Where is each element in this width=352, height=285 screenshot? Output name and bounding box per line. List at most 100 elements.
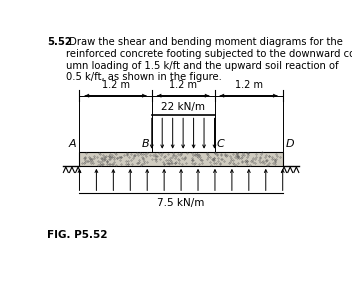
Point (113, 162, 119, 167)
Point (118, 162, 124, 166)
Point (101, 155, 107, 160)
Point (100, 156, 105, 160)
Point (125, 159, 131, 163)
Point (97, 160, 102, 164)
Point (263, 154, 268, 159)
Point (266, 161, 271, 166)
Point (97, 152, 102, 156)
Point (84, 158, 90, 163)
Text: Draw the shear and bending moment diagrams for the
reinforced concrete footing s: Draw the shear and bending moment diagra… (67, 38, 352, 82)
Bar (80, 152, 283, 166)
Point (156, 151, 161, 155)
Point (143, 154, 149, 158)
Point (118, 158, 123, 163)
Point (114, 156, 120, 161)
Point (277, 155, 283, 160)
Point (168, 155, 173, 160)
Point (196, 162, 202, 167)
Point (89, 157, 94, 161)
Point (218, 151, 224, 156)
Point (195, 154, 201, 159)
Point (215, 159, 221, 164)
Point (250, 160, 256, 164)
Point (107, 162, 113, 166)
Point (102, 157, 107, 162)
Point (109, 155, 115, 159)
Point (197, 155, 203, 159)
Point (83, 160, 88, 165)
Point (180, 161, 185, 166)
Point (152, 152, 158, 156)
Point (257, 155, 263, 159)
Point (168, 161, 174, 166)
Point (231, 162, 237, 166)
Point (175, 156, 180, 161)
Point (165, 157, 171, 162)
Point (121, 153, 127, 158)
Point (233, 162, 238, 167)
Point (247, 163, 253, 167)
Point (257, 158, 262, 162)
Text: 1.2 m: 1.2 m (102, 80, 130, 90)
Point (96, 159, 101, 164)
Point (217, 162, 223, 166)
Point (204, 151, 209, 156)
Point (230, 151, 235, 156)
Point (172, 161, 178, 166)
Point (273, 159, 278, 163)
Point (224, 153, 230, 158)
Point (106, 154, 112, 159)
Point (198, 157, 204, 162)
Point (165, 160, 170, 165)
Point (86, 159, 91, 164)
Point (101, 158, 107, 163)
Point (142, 159, 147, 163)
Point (153, 158, 158, 163)
Point (91, 154, 96, 159)
Point (88, 157, 94, 162)
Point (166, 162, 172, 167)
Point (193, 160, 198, 165)
Point (252, 157, 258, 162)
Point (134, 161, 140, 165)
Point (272, 161, 278, 166)
Point (259, 159, 265, 164)
Point (98, 161, 103, 166)
Point (273, 152, 278, 156)
Point (227, 154, 233, 158)
Point (218, 161, 223, 166)
Point (112, 157, 117, 161)
Point (226, 160, 232, 165)
Point (107, 156, 113, 161)
Point (112, 151, 118, 156)
Point (139, 162, 145, 166)
Point (87, 156, 92, 161)
Point (264, 153, 269, 158)
Point (234, 156, 240, 161)
Point (235, 154, 241, 158)
Point (129, 161, 135, 166)
Point (182, 155, 188, 160)
Point (139, 154, 145, 159)
Point (178, 152, 184, 157)
Point (144, 160, 150, 164)
Point (83, 158, 88, 162)
Point (271, 157, 277, 162)
Point (196, 153, 202, 158)
Text: 5.52: 5.52 (47, 38, 72, 48)
Point (194, 152, 200, 156)
Point (159, 151, 165, 156)
Point (135, 153, 141, 158)
Point (218, 156, 224, 161)
Point (208, 162, 214, 167)
Point (99, 162, 105, 166)
Point (205, 153, 211, 158)
Point (82, 155, 88, 160)
Point (90, 161, 95, 165)
Point (142, 161, 147, 165)
Point (153, 153, 159, 158)
Point (205, 154, 211, 159)
Point (140, 152, 146, 157)
Point (99, 159, 105, 163)
Point (250, 156, 256, 160)
